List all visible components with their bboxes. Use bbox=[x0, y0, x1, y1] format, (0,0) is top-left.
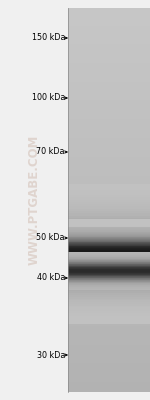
Text: 100 kDa: 100 kDa bbox=[32, 94, 65, 102]
Text: 50 kDa: 50 kDa bbox=[36, 234, 65, 242]
Text: 150 kDa: 150 kDa bbox=[32, 34, 65, 42]
Text: 40 kDa: 40 kDa bbox=[37, 274, 65, 282]
Text: WWW.PTGABE.COM: WWW.PTGABE.COM bbox=[27, 135, 40, 265]
Text: 70 kDa: 70 kDa bbox=[36, 148, 65, 156]
Text: 30 kDa: 30 kDa bbox=[37, 350, 65, 360]
